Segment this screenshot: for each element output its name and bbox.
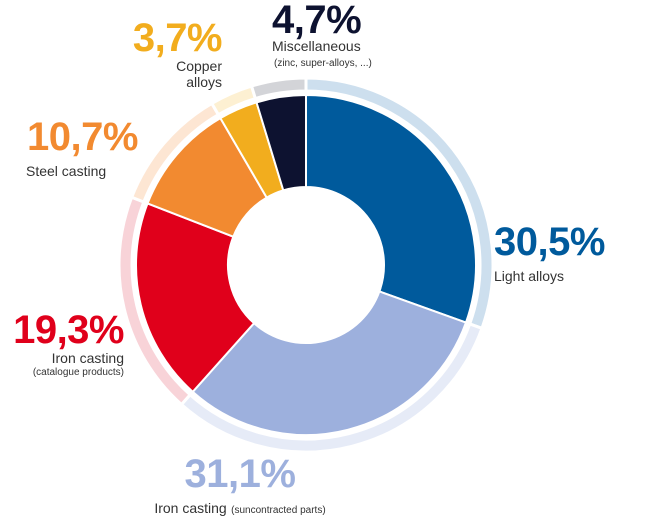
- name-copper-alloys-line2: alloys: [186, 74, 222, 90]
- label-miscellaneous: 4,7% Miscellaneous (zinc, super-alloys, …: [272, 0, 372, 70]
- label-steel-casting: 10,7% Steel casting: [26, 117, 138, 179]
- label-light-alloys: 30,5% Light alloys: [494, 222, 605, 284]
- value-miscellaneous: 4,7%: [272, 0, 362, 42]
- sub-iron-suncontracted: (suncontracted parts): [231, 505, 326, 516]
- sub-miscellaneous: (zinc, super-alloys, ...): [274, 58, 372, 69]
- label-iron-catalogue: 19,3% Iron casting (catalogue products): [13, 310, 124, 379]
- sub-iron-catalogue: (catalogue products): [32, 367, 124, 378]
- value-light-alloys: 30,5%: [494, 220, 605, 264]
- value-iron-catalogue: 19,3%: [13, 308, 124, 352]
- name-iron-catalogue: Iron casting: [51, 350, 124, 366]
- label-iron-suncontracted: 31,1% Iron casting (suncontracted parts): [110, 454, 370, 518]
- name-light-alloys: Light alloys: [494, 268, 565, 284]
- name-copper-alloys: Copper: [176, 58, 222, 74]
- value-iron-suncontracted: 31,1%: [184, 452, 296, 496]
- outer-ring-misc: [249, 76, 308, 101]
- name-miscellaneous: Miscellaneous: [272, 38, 361, 54]
- name-iron-suncontracted: Iron casting: [154, 500, 227, 516]
- value-copper-alloys: 3,7%: [132, 16, 223, 60]
- name-steel-casting: Steel casting: [26, 163, 107, 179]
- label-copper-alloys: 3,7% Copper alloys: [132, 16, 223, 90]
- value-steel-casting: 10,7%: [27, 115, 138, 159]
- slice-iron_cat: [135, 202, 256, 394]
- slice-light: [305, 93, 477, 324]
- slice-iron_sub: [191, 290, 468, 436]
- slice-misc: [255, 93, 307, 192]
